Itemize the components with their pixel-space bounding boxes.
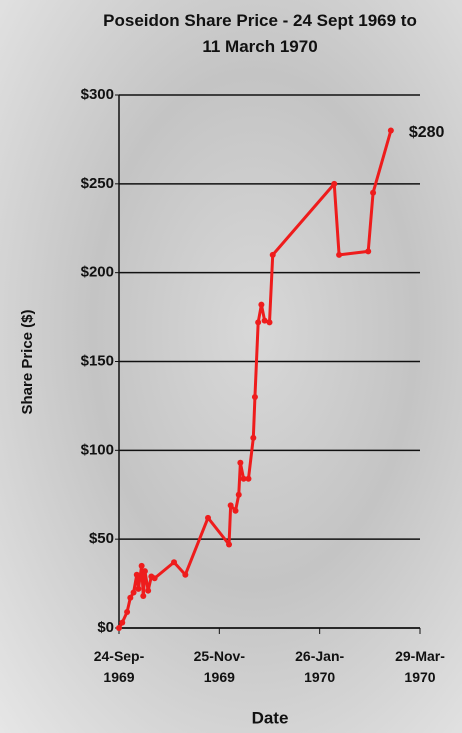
y-tick-label: $250 [81,175,114,192]
point [237,460,243,466]
point [127,595,133,601]
y-tick-label: $150 [81,352,114,369]
point [131,589,137,595]
point [267,319,273,325]
point [258,302,264,308]
y-tick-label: $0 [97,619,114,636]
point [124,609,130,615]
y-tick-label: $200 [81,264,114,281]
point [365,248,371,254]
point [245,476,251,482]
point [233,508,239,514]
point [145,588,151,594]
point [388,128,394,134]
point [236,492,242,498]
line [119,131,391,628]
point [252,394,258,400]
y-axis-label: Share Price ($) [19,309,36,414]
point [370,190,376,196]
point [250,435,256,441]
point [226,541,232,547]
point [270,252,276,258]
value-label: $280 [409,124,445,141]
x-axis-label: Date [252,708,289,727]
point [205,515,211,521]
x-tick-label: 29-Mar-1970 [388,646,452,688]
chart: Poseidon Share Price - 24 Sept 1969 to 1… [0,0,462,733]
point [182,572,188,578]
point [134,572,140,578]
x-tick-label: 24-Sep-1969 [87,646,151,688]
point [152,575,158,581]
y-tick-label: $100 [81,441,114,458]
point [228,502,234,508]
point [255,319,261,325]
point [142,568,148,574]
point [336,252,342,258]
plot: Share Price ($) Date $0 $50 $100 $150 $200 $2… [0,0,462,733]
y-tick-label: $50 [89,530,114,547]
point [140,593,146,599]
x-tick-label: 25-Nov-1969 [187,646,251,688]
x-tick-label: 26-Jan-1970 [288,646,352,688]
point [139,563,145,569]
point [171,559,177,565]
y-tick-label: $300 [81,86,114,103]
point [135,586,141,592]
point [119,620,125,626]
point [116,625,122,631]
point [331,181,337,187]
